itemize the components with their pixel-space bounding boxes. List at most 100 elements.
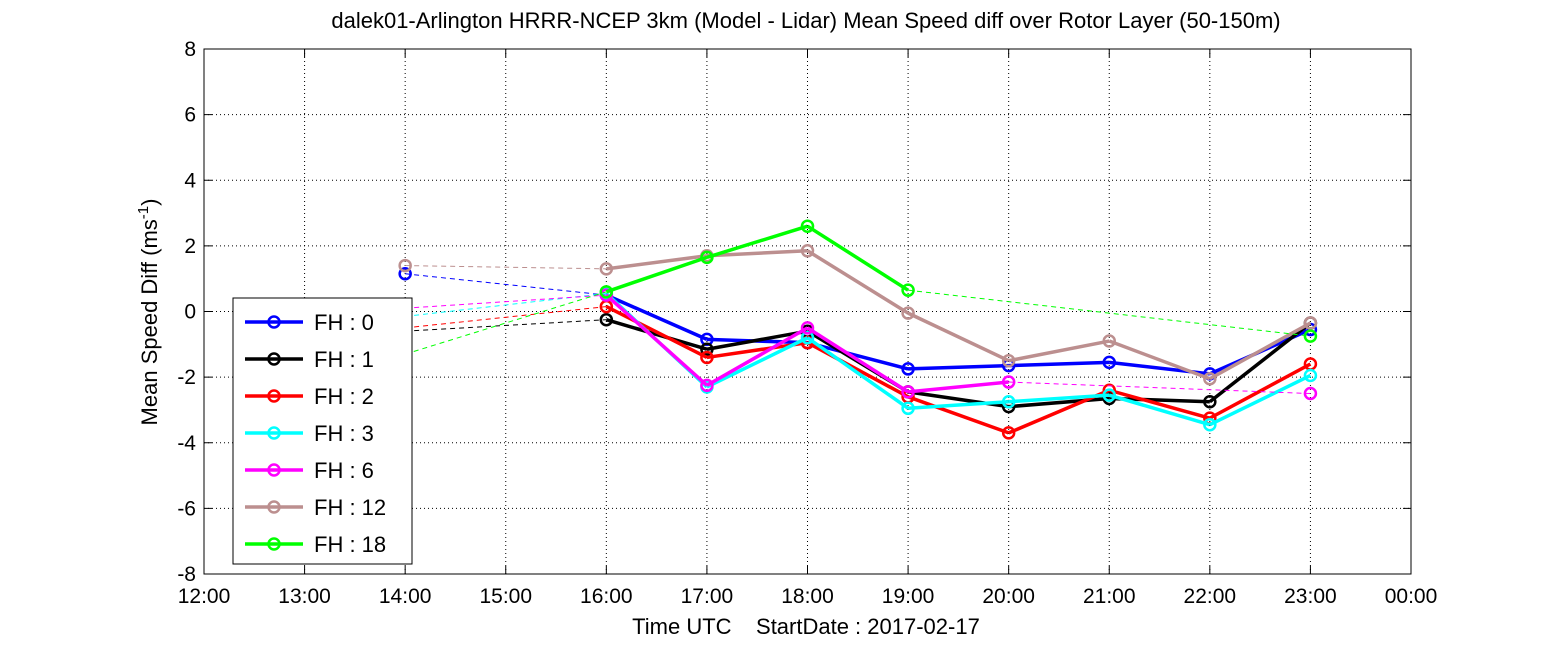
x-axis-label: Time UTC StartDate : 2017-02-17 — [632, 614, 980, 639]
series-line-segment — [706, 336, 809, 389]
series-line-segment — [1008, 396, 1110, 409]
y-tick-label: -4 — [177, 432, 196, 455]
y-tick-label: 4 — [184, 169, 196, 192]
series-line-segment — [806, 224, 910, 292]
data-point — [1102, 355, 1116, 370]
y-axis-label-end: ) — [137, 199, 162, 206]
series-line-segment — [806, 326, 910, 394]
legend-marker — [267, 352, 281, 366]
series-line-segment — [907, 311, 1010, 363]
series-line-segment — [1008, 339, 1110, 363]
data-point — [1001, 353, 1016, 368]
legend-label: FH : 3 — [314, 421, 374, 446]
data-point — [398, 258, 412, 273]
legend-label: FH : 2 — [314, 384, 374, 409]
data-point — [901, 283, 915, 297]
data-point — [700, 350, 714, 365]
data-point — [901, 401, 915, 416]
x-tick-label: 17:00 — [681, 585, 734, 608]
legend-box — [232, 297, 413, 565]
series-line-segment — [1008, 360, 1110, 368]
series-line-segment — [907, 395, 1010, 435]
y-tick-label: 0 — [184, 301, 196, 324]
y-tick-label: 8 — [184, 38, 196, 61]
x-tick-label: 22:00 — [1184, 585, 1237, 608]
series-line-segment — [1209, 362, 1312, 420]
series-gap-segment — [405, 265, 607, 270]
legend-entry: FH : 2 — [245, 384, 374, 409]
series-line-segment — [907, 380, 1009, 394]
x-tick-label: 00:00 — [1385, 585, 1438, 608]
series-line-segment — [1209, 373, 1312, 427]
series-line-segment — [706, 326, 809, 387]
y-tick-label: 2 — [184, 235, 196, 258]
y-axis-label-superscript: -1 — [135, 206, 152, 219]
series-line-segment — [1208, 321, 1312, 381]
data-point — [700, 342, 714, 356]
data-point — [800, 321, 815, 335]
data-point — [1001, 394, 1016, 409]
series-line-segment — [1108, 388, 1211, 420]
series-line-segment — [1108, 339, 1211, 381]
data-point — [1303, 316, 1318, 330]
x-tick-label: 12:00 — [178, 585, 231, 608]
data-point — [599, 285, 614, 299]
legend-entry: FH : 1 — [245, 347, 374, 372]
series-line-segment — [1108, 393, 1211, 427]
x-tick-label: 21:00 — [1083, 585, 1136, 608]
data-point — [1102, 388, 1116, 402]
series-6 — [398, 219, 1318, 361]
series-line-segment — [706, 329, 808, 351]
y-axis: 8 6 4 2 0 -2 -4 -6 -8 — [177, 38, 1411, 586]
series-line-segment — [706, 224, 809, 260]
x-tick-label: 15:00 — [479, 585, 532, 608]
series-gap-segment — [405, 294, 607, 309]
series-gap-segment — [405, 306, 607, 329]
series-line-segment — [806, 336, 910, 410]
data-point — [901, 306, 915, 320]
series-line-segment — [605, 318, 708, 351]
data-point — [700, 250, 714, 265]
legend-entry: FH : 12 — [245, 495, 386, 520]
legend-marker — [267, 315, 281, 329]
data-point — [1203, 394, 1217, 409]
data-point — [1001, 375, 1016, 389]
legend-label: FH : 12 — [314, 495, 386, 520]
series-gap-segment — [908, 289, 1311, 337]
y-axis-label-main: Mean Speed Diff (ms — [137, 219, 162, 425]
legend: FH : 0 FH : 1 FH : 2 FH : 3 FH : 6 FH : 12 FH … — [232, 297, 413, 565]
data-point — [1303, 329, 1318, 343]
legend-marker — [267, 463, 281, 477]
y-axis-label: Mean Speed Diff (ms-1) — [135, 199, 162, 426]
legend-marker — [267, 389, 281, 403]
series-line-segment — [1008, 393, 1110, 404]
series-line-segment — [908, 363, 1009, 371]
series-gap-segment — [405, 319, 607, 332]
legend-label: FH : 6 — [314, 458, 374, 483]
x-tick-label: 20:00 — [982, 585, 1035, 608]
data-point — [901, 362, 915, 376]
data-point — [800, 219, 815, 233]
data-point — [599, 262, 614, 276]
x-axis: 12:00 13:00 14:00 15:00 16:00 17:00 18:00 19:00… — [178, 49, 1438, 608]
legend-marker — [267, 426, 281, 440]
series-line-segment — [806, 249, 910, 315]
data-point — [599, 312, 614, 327]
legend-label: FH : 0 — [314, 310, 374, 335]
legend-label: FH : 1 — [314, 347, 374, 372]
x-tick-label: 13:00 — [278, 585, 331, 608]
y-tick-label: -6 — [177, 497, 196, 520]
y-tick-label: -2 — [177, 366, 196, 389]
series-line-segment — [706, 249, 808, 258]
data-point — [1303, 386, 1318, 401]
chart-title: dalek01-Arlington HRRR-NCEP 3km (Model -… — [331, 8, 1280, 33]
series-line-segment — [907, 399, 1009, 411]
data-point — [800, 244, 815, 258]
series-line-segment — [1208, 321, 1312, 404]
x-tick-label: 18:00 — [781, 585, 834, 608]
x-tick-label: 19:00 — [882, 585, 935, 608]
legend-entry: FH : 3 — [245, 421, 374, 446]
data-point — [1203, 372, 1217, 386]
data-point — [700, 378, 714, 393]
